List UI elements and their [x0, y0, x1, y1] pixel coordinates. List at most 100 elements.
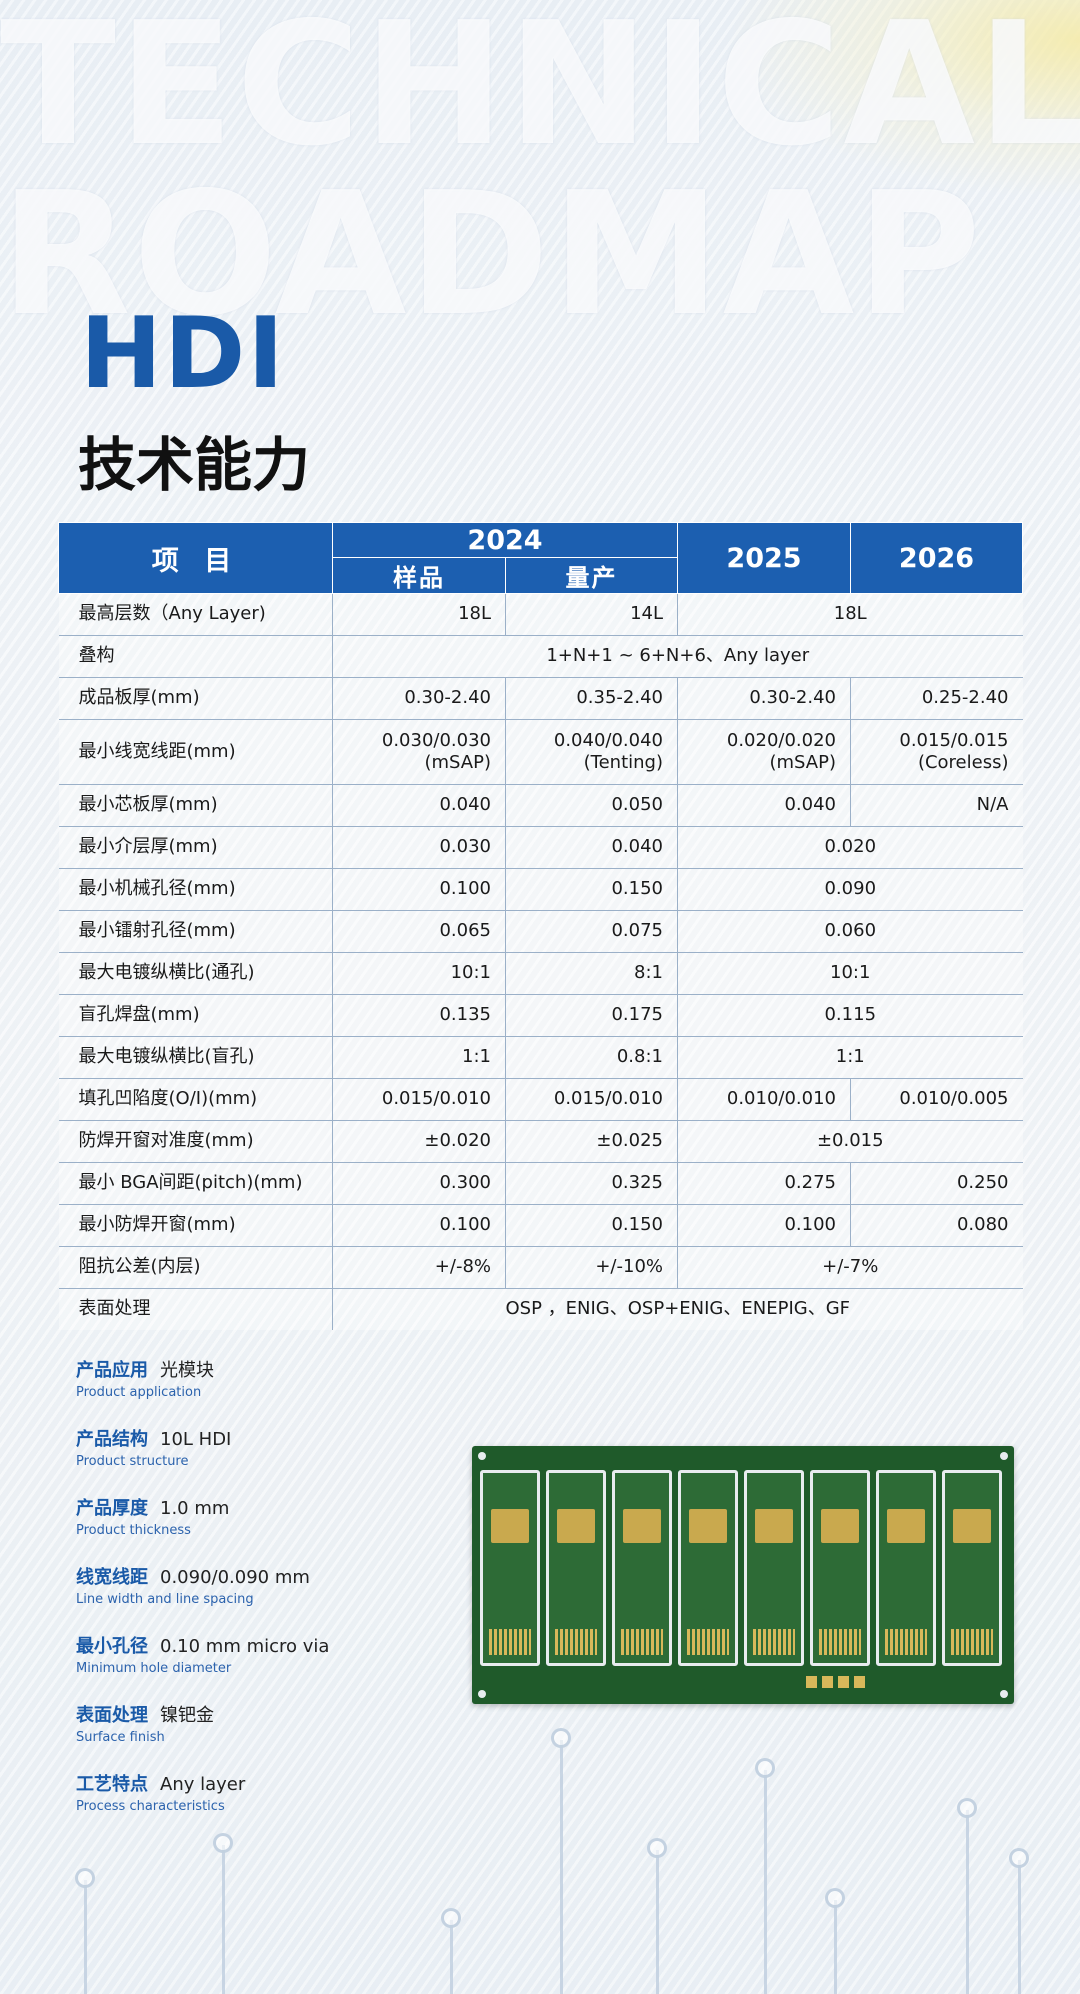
cell-value: 0.015/0.015: [899, 729, 1009, 751]
circuit-decoration: [222, 1845, 225, 1994]
cell: 18L: [332, 593, 506, 636]
header-2026: 2026: [850, 522, 1023, 594]
pcb-hole: [478, 1690, 486, 1698]
cell: 0.150: [505, 1204, 678, 1247]
cell: OSP ，ENIG、OSP+ENIG、ENEPIG、GF: [332, 1288, 1023, 1330]
row-label: 最小机械孔径(mm): [58, 868, 333, 911]
pcb-board: [612, 1470, 672, 1666]
row-label: 最小防焊开窗(mm): [58, 1204, 333, 1247]
info-label-en: Minimum hole diameter: [76, 1661, 232, 1676]
pcb-hole: [1000, 1690, 1008, 1698]
circuit-dot: [647, 1838, 667, 1858]
cell: 1+N+1 ~ 6+N+6、Any layer: [332, 635, 1023, 678]
cell: 0.080: [850, 1204, 1023, 1247]
row-label: 最高层数（Any Layer): [58, 593, 333, 636]
table-row: 防焊开窗对准度(mm) ±0.020 ±0.025 ±0.015: [58, 1120, 1023, 1163]
info-value: 光模块: [160, 1360, 214, 1381]
info-value: 0.090/0.090 mm: [160, 1567, 310, 1588]
cell: ±0.025: [505, 1120, 678, 1163]
cell-value: 0.020/0.020: [726, 729, 836, 751]
pcb-pads: [806, 1676, 866, 1688]
cell: 0.30-2.40: [332, 677, 506, 720]
cell-note: (mSAP): [769, 752, 836, 773]
cell: 0.300: [332, 1162, 506, 1205]
info-label: 工艺特点: [76, 1774, 148, 1795]
info-label-en: Process characteristics: [76, 1799, 225, 1814]
cell: 0.010/0.010: [677, 1078, 851, 1121]
table-row: 成品板厚(mm) 0.30-2.40 0.35-2.40 0.30-2.40 0…: [58, 677, 1023, 720]
header-sample: 样品: [332, 557, 506, 594]
cell: 0.040: [505, 826, 678, 869]
table-row: 最小镭射孔径(mm) 0.065 0.075 0.060: [58, 910, 1023, 953]
table-row: 表面处理 OSP ，ENIG、OSP+ENIG、ENEPIG、GF: [58, 1288, 1023, 1330]
product-info-line-spacing: 线宽线距 0.090/0.090 mm Line width and line s…: [76, 1563, 310, 1607]
table-row: 最大电镀纵横比(通孔) 10:1 8:1 10:1: [58, 952, 1023, 995]
info-label: 产品应用: [76, 1360, 148, 1381]
cell: 0.015/0.010: [332, 1078, 506, 1121]
row-label: 最小线宽线距(mm): [58, 719, 333, 785]
cell: 0.065: [332, 910, 506, 953]
background-word-roadmap: ROADMAP: [0, 156, 983, 354]
cell: 0.100: [677, 1204, 851, 1247]
circuit-dot: [441, 1908, 461, 1928]
info-label: 产品结构: [76, 1429, 148, 1450]
cell-note: (Coreless): [917, 752, 1009, 773]
pcb-board: [810, 1470, 870, 1666]
cell: 1:1: [677, 1036, 1023, 1079]
pcb-product-image: [472, 1446, 1014, 1704]
cell: 0.115: [677, 994, 1023, 1037]
cell: 0.040: [332, 784, 506, 827]
circuit-decoration: [84, 1880, 87, 1994]
cell: 0.040: [677, 784, 851, 827]
cell: 0.135: [332, 994, 506, 1037]
header-2025: 2025: [677, 522, 851, 594]
cell: 0.020: [677, 826, 1023, 869]
cell: 0.030/0.030 (mSAP): [332, 719, 506, 785]
background-glow: [720, 0, 1080, 200]
page-title: HDI: [80, 297, 286, 411]
cell: +/-10%: [505, 1246, 678, 1289]
table-row: 最小线宽线距(mm) 0.030/0.030 (mSAP) 0.040/0.040…: [58, 719, 1023, 785]
pcb-board: [546, 1470, 606, 1666]
header-item: 项 目: [58, 522, 333, 594]
info-label-en: Product structure: [76, 1454, 189, 1469]
cell: 0.015/0.010: [505, 1078, 678, 1121]
row-label: 最大电镀纵横比(盲孔): [58, 1036, 333, 1079]
info-label: 最小孔径: [76, 1636, 148, 1657]
row-label: 盲孔焊盘(mm): [58, 994, 333, 1037]
cell: 0.075: [505, 910, 678, 953]
row-label: 成品板厚(mm): [58, 677, 333, 720]
cell: 0.030: [332, 826, 506, 869]
circuit-dot: [1009, 1848, 1029, 1868]
cell: 0.060: [677, 910, 1023, 953]
cell-note: (Tenting): [583, 752, 663, 773]
circuit-decoration: [560, 1740, 563, 1994]
pcb-hole: [478, 1452, 486, 1460]
info-value: Any layer: [160, 1774, 246, 1795]
cell: +/-7%: [677, 1246, 1023, 1289]
info-value: 镍钯金: [160, 1705, 214, 1726]
cell: 10:1: [677, 952, 1023, 995]
cell: 0.8:1: [505, 1036, 678, 1079]
info-label: 线宽线距: [76, 1567, 148, 1588]
cell: ±0.015: [677, 1120, 1023, 1163]
cell: 0.020/0.020 (mSAP): [677, 719, 851, 785]
product-info-hole-diameter: 最小孔径 0.10 mm micro via Minimum hole diame…: [76, 1632, 329, 1676]
info-label-en: Surface finish: [76, 1730, 165, 1745]
cell-value: 0.040/0.040: [553, 729, 663, 751]
pcb-board: [744, 1470, 804, 1666]
cell: 1:1: [332, 1036, 506, 1079]
cell: 0.100: [332, 868, 506, 911]
table-row: 阻抗公差(内层) +/-8% +/-10% +/-7%: [58, 1246, 1023, 1289]
info-value: 1.0 mm: [160, 1498, 230, 1519]
cell: 18L: [677, 593, 1023, 636]
info-label: 产品厚度: [76, 1498, 148, 1519]
circuit-dot: [551, 1728, 571, 1748]
circuit-dot: [75, 1868, 95, 1888]
row-label: 最小介层厚(mm): [58, 826, 333, 869]
circuit-dot: [755, 1758, 775, 1778]
pcb-board: [942, 1470, 1002, 1666]
cell-value: 0.030/0.030: [381, 729, 491, 751]
circuit-dot: [213, 1833, 233, 1853]
cell: 0.250: [850, 1162, 1023, 1205]
